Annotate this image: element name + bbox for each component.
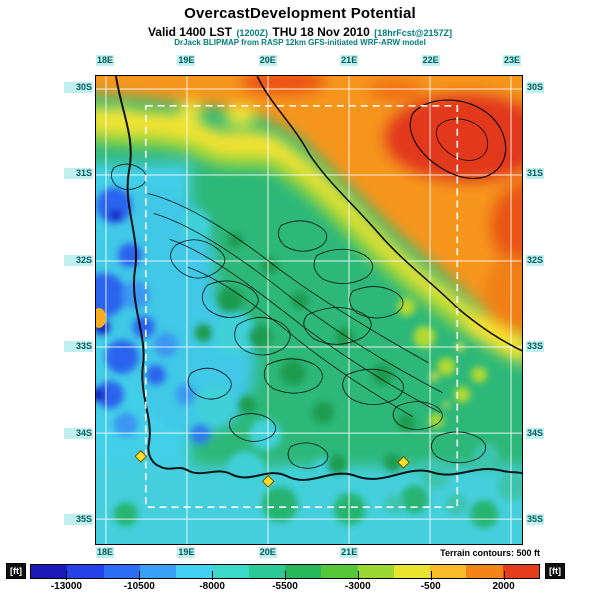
lat-label-left: 33S [64, 341, 93, 353]
colorbar-segment [284, 565, 322, 578]
colorbar-tick-label: -5500 [272, 581, 298, 592]
colorbar-tick-label: -8000 [199, 581, 225, 592]
colorbar-segment [248, 565, 285, 578]
colorbar-segment [67, 565, 104, 578]
lat-label-left: 35S [64, 514, 93, 525]
colorbar-segment [31, 565, 68, 578]
terrain-contour-lines [110, 76, 522, 481]
lat-label-right: 34S [526, 427, 545, 439]
lat-label-right: 33S [526, 341, 545, 353]
lat-label-right: 35S [526, 514, 545, 525]
colorbar-segment [430, 565, 467, 578]
colorbar-segment [103, 565, 140, 578]
colorbar-tick-mark [357, 571, 359, 580]
model-attribution: DrJack BLIPMAP from RASP 12km GFS-initia… [174, 38, 426, 47]
valid-time: Valid 1400 LST [147, 25, 232, 39]
lon-label-bottom: 20E [258, 547, 277, 558]
diamond-marker [397, 456, 410, 469]
colorbar-tick-mark [285, 571, 286, 580]
lat-label-right: 31S [526, 168, 545, 180]
lon-label-top: 21E [340, 55, 359, 66]
valid-zulu-time: (1200Z) [236, 28, 268, 38]
lon-label-top: 19E [177, 55, 196, 66]
lon-label-bottom: 21E [340, 547, 359, 558]
lat-label-right: 32S [526, 254, 545, 266]
lon-label-bottom: 19E [177, 547, 196, 558]
chart-title: OvercastDevelopment Potential [184, 5, 416, 22]
diamond-marker [134, 450, 148, 463]
lon-label-top: 18E [95, 55, 115, 66]
poi-markers [96, 308, 410, 488]
colorbar-segment [502, 565, 539, 578]
diamond-marker [261, 474, 275, 488]
lat-label-right: 30S [526, 82, 545, 93]
colorbar-tick-label: -13000 [50, 581, 82, 592]
lat-label-left: 34S [64, 427, 93, 439]
valid-date: THU 18 Nov 2010 [272, 25, 370, 39]
coast-maximum-marker [96, 308, 106, 328]
colorbar-tick-mark [430, 571, 432, 580]
colorbar-segment [393, 565, 431, 578]
map-plot-svg [96, 76, 522, 544]
colorbar-segment [139, 565, 177, 578]
forecast-lead-time: [18hrFcst@2157Z] [374, 28, 453, 38]
colorbar-tick-label: 2000 [492, 581, 515, 592]
colorbar-tick-mark [66, 571, 68, 580]
colorbar-tick-label: -10500 [123, 581, 155, 592]
colorbar-unit-right: [ft] [545, 563, 565, 579]
lat-label-left: 31S [64, 168, 93, 180]
colorbar-segment [357, 565, 394, 578]
colorbar-tick-mark [503, 571, 505, 580]
lon-label-top: 23E [502, 55, 522, 66]
colorbar-segment [321, 565, 358, 578]
lon-label-top: 20E [258, 55, 277, 66]
lon-label-top: 22E [421, 55, 440, 66]
colorbar-tick-label: -3000 [345, 581, 371, 592]
colorbar-segment [466, 565, 503, 578]
lon-label-bottom: 18E [95, 547, 115, 558]
valid-time-line: Valid 1400 LST (1200Z) THU 18 Nov 2010 [… [0, 23, 600, 41]
colorbar-tick-mark [139, 571, 141, 580]
field-mottles [96, 187, 522, 529]
colorbar-segment [176, 565, 213, 578]
colorbar-tick-mark [212, 571, 214, 580]
lat-label-left: 32S [64, 254, 93, 266]
grid-lines [96, 76, 522, 544]
domain-boundary-box [144, 105, 459, 508]
lat-label-left: 30S [64, 82, 93, 93]
colorbar-tick-label: -500 [420, 581, 441, 592]
colorbar-unit-left: [ft] [6, 563, 26, 579]
colorbar-segment [212, 565, 249, 578]
map-plot [95, 75, 523, 545]
terrain-contours-note: Terrain contours: 500 ft [440, 548, 540, 558]
